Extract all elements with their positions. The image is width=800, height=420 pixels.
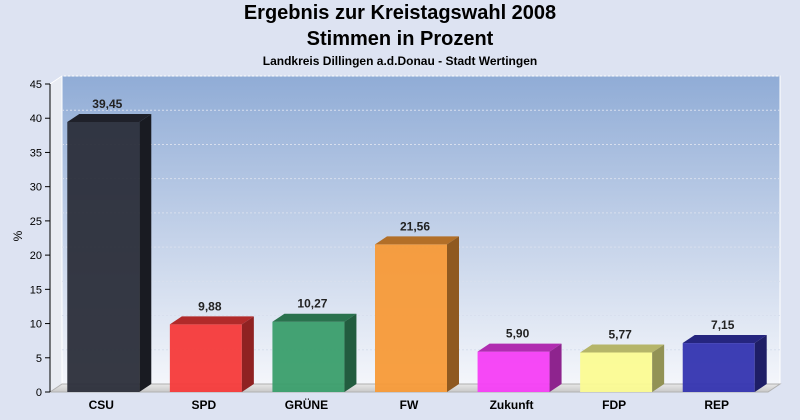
value-label: 10,27 bbox=[297, 297, 327, 311]
bar-side-REP bbox=[754, 335, 767, 392]
y-tick-label: 25 bbox=[30, 216, 42, 228]
bar-FW bbox=[375, 244, 447, 392]
bar-REP bbox=[682, 343, 755, 392]
chart-subsubtitle: Landkreis Dillingen a.d.Donau - Stadt We… bbox=[262, 54, 538, 68]
category-label: CSU bbox=[89, 398, 114, 412]
value-label: 5,90 bbox=[506, 327, 530, 341]
plot-left-wall bbox=[49, 75, 63, 393]
chart-subtitle: Stimmen in Prozent bbox=[306, 28, 494, 50]
bar-side-CSU bbox=[139, 113, 152, 392]
bar-SPD bbox=[169, 324, 242, 392]
y-axis-label: % bbox=[11, 230, 25, 241]
y-tick-label: 30 bbox=[30, 182, 42, 194]
bar-FDP bbox=[580, 352, 653, 392]
y-tick-label: 10 bbox=[30, 319, 42, 331]
category-label: FW bbox=[400, 398, 419, 412]
category-label: REP bbox=[704, 398, 729, 412]
value-label: 9,88 bbox=[198, 299, 222, 313]
category-label: FDP bbox=[602, 398, 626, 412]
value-label: 39,45 bbox=[92, 97, 122, 111]
y-tick-label: 5 bbox=[36, 353, 42, 365]
bar-side-FDP bbox=[652, 344, 665, 392]
bar-top-Zukunft bbox=[477, 343, 562, 352]
y-tick-label: 15 bbox=[30, 284, 42, 296]
y-tick-label: 35 bbox=[30, 147, 42, 159]
bar-Zukunft bbox=[477, 351, 550, 392]
y-tick-label: 20 bbox=[30, 250, 42, 262]
value-label: 7,15 bbox=[711, 318, 735, 332]
bar-top-SPD bbox=[169, 316, 254, 325]
bar-side-GRÜNE bbox=[344, 313, 357, 392]
category-label: GRÜNE bbox=[285, 397, 328, 412]
category-label: SPD bbox=[192, 398, 217, 412]
value-label: 21,56 bbox=[400, 219, 430, 233]
bar-side-FW bbox=[447, 236, 459, 392]
bar-top-FW bbox=[375, 236, 459, 245]
bar-GRÜNE bbox=[272, 321, 345, 392]
chart-title: Ergebnis zur Kreistagswahl 2008 bbox=[243, 2, 557, 24]
bar-top-FDP bbox=[580, 344, 665, 353]
value-label: 5,77 bbox=[608, 328, 632, 342]
bar-side-Zukunft bbox=[549, 343, 562, 392]
bar-top-GRÜNE bbox=[272, 313, 357, 322]
bar-side-SPD bbox=[241, 316, 254, 392]
y-tick-label: 45 bbox=[30, 79, 42, 91]
category-label: Zukunft bbox=[490, 398, 534, 412]
bar-top-REP bbox=[682, 335, 767, 344]
bar-CSU bbox=[67, 121, 140, 392]
y-tick-label: 0 bbox=[36, 387, 42, 399]
bar-top-CSU bbox=[67, 113, 152, 122]
y-tick-label: 40 bbox=[30, 113, 42, 125]
